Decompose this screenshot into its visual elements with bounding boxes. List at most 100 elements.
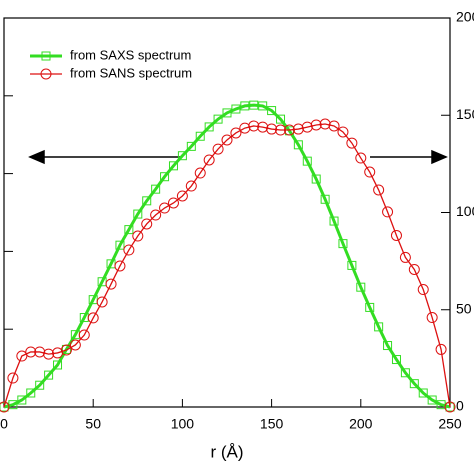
- marker: [408, 263, 420, 275]
- marker: [319, 118, 331, 130]
- marker: [16, 350, 28, 362]
- marker: [399, 251, 411, 263]
- marker: [292, 123, 304, 135]
- marker: [329, 216, 339, 226]
- marker: [151, 184, 161, 194]
- marker: [400, 368, 410, 378]
- series-line: [3, 123, 451, 408]
- marker: [44, 370, 54, 380]
- marker: [435, 343, 447, 355]
- marker: [176, 190, 188, 202]
- marker: [239, 122, 251, 134]
- marker: [391, 355, 401, 365]
- marker: [142, 196, 152, 206]
- marker: [185, 180, 197, 192]
- marker: [141, 218, 153, 230]
- legend-label: from SANS spectrum: [70, 65, 192, 80]
- series: [0, 100, 455, 412]
- marker: [311, 174, 321, 184]
- marker: [212, 143, 224, 155]
- marker: [409, 379, 419, 389]
- marker: [53, 360, 63, 370]
- marker: [374, 322, 384, 332]
- marker: [60, 344, 72, 356]
- marker: [222, 108, 232, 118]
- marker: [347, 260, 357, 270]
- marker: [177, 151, 187, 161]
- marker: [382, 206, 394, 218]
- marker: [114, 260, 126, 272]
- marker: [328, 120, 340, 132]
- marker: [249, 100, 259, 110]
- marker: [356, 282, 366, 292]
- marker: [258, 101, 268, 111]
- marker: [364, 166, 376, 178]
- legend-marker: [40, 68, 52, 80]
- marker: [17, 395, 27, 405]
- x-tick-label: 250: [438, 416, 462, 432]
- marker: [365, 302, 375, 312]
- marker: [35, 380, 45, 390]
- marker: [167, 197, 179, 209]
- x-axis-label: r (Å): [210, 442, 243, 461]
- marker: [276, 114, 286, 124]
- marker: [230, 127, 242, 139]
- marker: [34, 346, 46, 358]
- marker: [417, 284, 429, 296]
- marker: [7, 372, 19, 384]
- marker: [302, 156, 312, 166]
- y2-tick-label: 150: [456, 106, 474, 122]
- marker: [87, 312, 99, 324]
- marker: [160, 172, 170, 182]
- marker: [0, 401, 10, 413]
- marker: [267, 106, 277, 116]
- marker: [213, 114, 223, 124]
- marker: [355, 152, 367, 164]
- y2-tick-label: 100: [456, 203, 474, 219]
- marker: [444, 401, 456, 413]
- legend-label: from SAXS spectrum: [70, 47, 191, 62]
- marker: [124, 225, 134, 235]
- marker: [221, 134, 233, 146]
- marker: [195, 131, 205, 141]
- y2-tick-label: 200: [456, 9, 474, 25]
- marker: [69, 339, 81, 351]
- marker: [231, 104, 241, 114]
- marker: [123, 244, 135, 256]
- marker: [203, 154, 215, 166]
- marker: [390, 229, 402, 241]
- y2-tick-label: 0: [456, 398, 464, 414]
- marker: [133, 209, 143, 219]
- x-tick-label: 200: [349, 416, 373, 432]
- series: [0, 118, 456, 413]
- x-tick-label: 100: [171, 416, 195, 432]
- x-tick-label: 150: [260, 416, 284, 432]
- marker: [310, 119, 322, 131]
- marker: [301, 121, 313, 133]
- marker: [266, 123, 278, 135]
- marker: [338, 239, 348, 249]
- marker: [320, 194, 330, 204]
- marker: [43, 348, 55, 360]
- marker: [426, 312, 438, 324]
- marker: [78, 329, 90, 341]
- marker: [105, 278, 117, 290]
- arrow-right-head: [431, 149, 448, 165]
- marker: [248, 120, 260, 132]
- marker: [26, 388, 36, 398]
- marker: [283, 124, 295, 136]
- marker: [427, 395, 437, 405]
- marker: [150, 209, 162, 221]
- marker: [0, 402, 9, 412]
- marker: [25, 346, 37, 358]
- arrow-left-head: [28, 149, 45, 165]
- marker: [383, 341, 393, 351]
- marker: [132, 230, 144, 242]
- marker: [418, 388, 428, 398]
- marker: [194, 167, 206, 179]
- marker: [293, 140, 303, 150]
- legend-marker: [41, 51, 51, 61]
- marker: [168, 161, 178, 171]
- marker: [275, 124, 287, 136]
